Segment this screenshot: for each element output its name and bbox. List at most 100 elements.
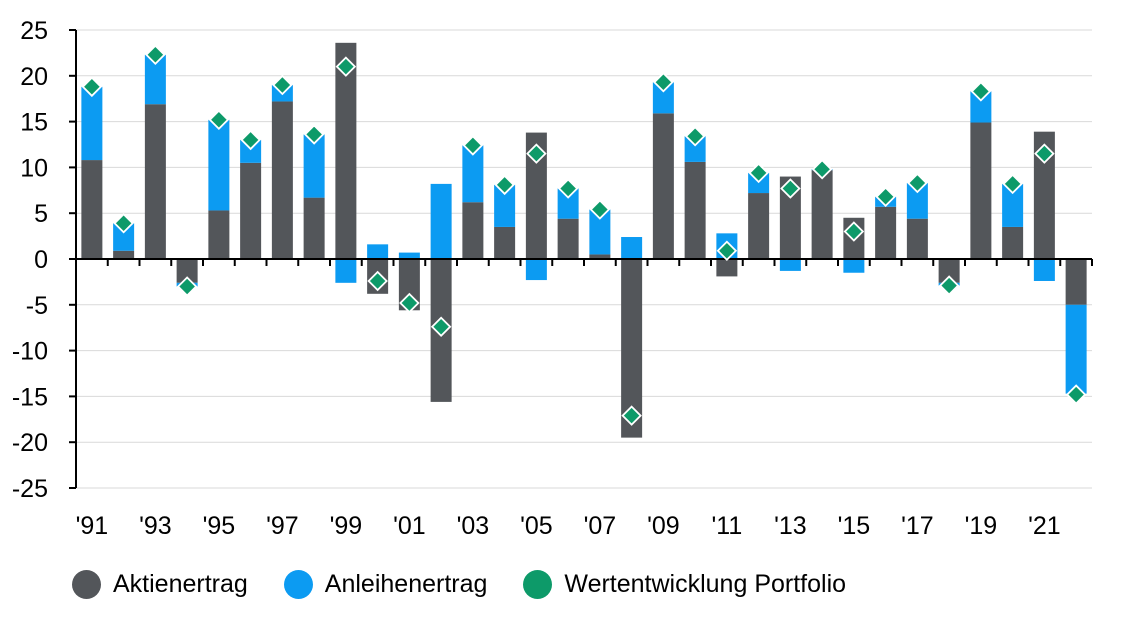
x-tick-label-93: '93 (139, 512, 172, 540)
marker-wertentwicklung-portfolio-08 (621, 405, 642, 426)
x-tick-label-07: '07 (584, 512, 617, 540)
marker-wertentwicklung-portfolio-18 (938, 275, 960, 296)
bar-anleihenertrag-98 (303, 134, 325, 198)
bar-aktienertrag-95 (208, 210, 230, 259)
x-tick-label-03: '03 (457, 512, 490, 540)
bar-aktienertrag-06 (557, 218, 579, 259)
legend-swatch-portfolio (523, 570, 553, 599)
legend-label-aktienertrag: Aktienertrag (113, 570, 248, 598)
bar-aktienertrag-19 (970, 122, 992, 260)
bar-aktienertrag-12 (748, 193, 770, 259)
marker-wertentwicklung-portfolio-96 (240, 129, 261, 151)
bar-anleihenertrag-06 (557, 188, 579, 219)
marker-wertentwicklung-portfolio-00 (367, 270, 388, 292)
marker-wertentwicklung-portfolio-10 (684, 125, 706, 147)
x-tick-label-17: '17 (901, 512, 934, 540)
y-tick-label-10: -10 (12, 338, 48, 366)
portfolio-markers (81, 44, 1087, 426)
marker-wertentwicklung-portfolio-19 (970, 81, 992, 102)
bar-anleihenertrag-13 (779, 259, 801, 271)
bar-anleihenertrag-07 (589, 209, 611, 255)
marker-wertentwicklung-portfolio-98 (303, 124, 325, 145)
legend-item-portfolio: Wertentwicklung Portfolio (523, 570, 846, 599)
bar-anleihenertrag-02 (430, 183, 452, 259)
marker-wertentwicklung-portfolio-09 (653, 71, 674, 93)
marker-wertentwicklung-portfolio-01 (399, 292, 420, 314)
legend-item-aktienertrag: Aktienertrag (72, 570, 248, 599)
bar-anleihenertrag-93 (144, 54, 166, 105)
marker-wertentwicklung-portfolio-17 (907, 172, 928, 194)
tick-labels: 25 20 15 10 5 0 -5 -10 -15 -20 -25 '91 '93 '95 '97 '99 '… (12, 17, 1061, 540)
x-tick-label-97: '97 (266, 512, 299, 540)
y-tick-label-25: 25 (20, 17, 48, 45)
bar-anleihenertrag-08 (621, 237, 643, 259)
marker-wertentwicklung-portfolio-93 (145, 44, 166, 66)
bar-anleihenertrag-92 (113, 223, 135, 251)
bar-anleihenertrag-17 (906, 182, 928, 219)
y-tick-label-20: -20 (12, 429, 48, 457)
marker-wertentwicklung-portfolio-92 (113, 213, 134, 234)
bar-aktienertrag-16 (875, 206, 897, 259)
bars (81, 42, 1087, 438)
marker-wertentwicklung-portfolio-03 (462, 135, 484, 156)
bar-anleihenertrag-22 (1065, 304, 1087, 394)
bar-aktienertrag-07 (589, 254, 611, 259)
x-tick-label-15: '15 (838, 512, 871, 540)
bar-aktienertrag-05 (525, 132, 547, 259)
y-tick-label-20: 20 (20, 63, 48, 91)
bar-aktienertrag-96 (240, 162, 262, 259)
bar-aktienertrag-97 (271, 101, 293, 259)
y-tick-label-5: -5 (26, 292, 48, 320)
marker-wertentwicklung-portfolio-95 (208, 109, 230, 131)
marker-wertentwicklung-portfolio-94 (176, 276, 198, 297)
bar-aktienertrag-14 (811, 170, 833, 259)
marker-wertentwicklung-portfolio-99 (335, 56, 357, 77)
marker-wertentwicklung-portfolio-06 (557, 178, 579, 199)
marker-wertentwicklung-portfolio-21 (1034, 143, 1055, 164)
x-tick-label-91: '91 (76, 512, 109, 540)
bar-aktienertrag-21 (1033, 131, 1055, 259)
marker-wertentwicklung-portfolio-07 (589, 199, 611, 220)
bar-aktienertrag-04 (494, 226, 516, 259)
y-tick-label-5: 5 (34, 200, 48, 228)
bar-anleihenertrag-00 (367, 244, 389, 259)
legend: Aktienertrag Anleihenertrag Wertentwickl… (72, 570, 846, 599)
bar-anleihenertrag-15 (843, 259, 865, 273)
x-tick-label-05: '05 (520, 512, 553, 540)
bar-anleihenertrag-91 (81, 86, 103, 161)
bar-anleihenertrag-95 (208, 119, 230, 211)
bar-anleihenertrag-03 (462, 145, 484, 203)
bar-aktienertrag-94 (176, 259, 198, 283)
marker-wertentwicklung-portfolio-13 (780, 178, 801, 199)
x-tick-label-11: '11 (712, 512, 743, 540)
y-tick-label-25: -25 (12, 475, 48, 503)
legend-swatch-aktienertrag (72, 570, 101, 599)
bar-anleihenertrag-10 (684, 136, 706, 162)
y-tick-label-15: -15 (12, 383, 48, 411)
bar-aktienertrag-08 (621, 259, 643, 438)
bar-anleihenertrag-04 (494, 184, 516, 227)
bar-aktienertrag-10 (684, 161, 706, 259)
legend-item-anleihenertrag: Anleihenertrag (283, 570, 488, 599)
x-tick-label-01: '01 (393, 512, 426, 540)
marker-wertentwicklung-portfolio-97 (272, 74, 293, 96)
bar-anleihenertrag-96 (240, 139, 262, 163)
y-tick-label-15: 15 (20, 109, 48, 137)
x-tick-label-19: '19 (965, 512, 998, 540)
bar-aktienertrag-17 (906, 218, 928, 259)
x-tick-label-13: '13 (774, 512, 807, 540)
bar-anleihenertrag-20 (1002, 183, 1024, 227)
bar-aktienertrag-98 (303, 197, 325, 259)
marker-wertentwicklung-portfolio-04 (494, 174, 515, 196)
marker-wertentwicklung-portfolio-15 (843, 221, 865, 242)
legend-label-anleihenertrag: Anleihenertrag (324, 570, 488, 598)
bar-aktienertrag-22 (1065, 259, 1087, 305)
marker-wertentwicklung-portfolio-02 (430, 316, 452, 338)
marker-wertentwicklung-portfolio-22 (1065, 384, 1087, 405)
marker-wertentwicklung-portfolio-91 (81, 76, 103, 98)
bar-aktienertrag-13 (779, 176, 801, 259)
bar-aktienertrag-01 (398, 259, 420, 311)
x-tick-label-21: '21 (1028, 512, 1061, 540)
marker-wertentwicklung-portfolio-16 (875, 186, 896, 207)
y-tick-label-10: 10 (20, 154, 48, 182)
